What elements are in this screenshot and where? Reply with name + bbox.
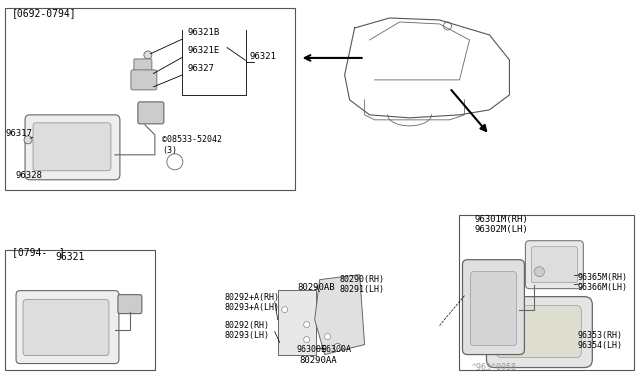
FancyBboxPatch shape: [138, 102, 164, 124]
FancyBboxPatch shape: [525, 241, 583, 289]
Text: 80290(RH): 80290(RH): [340, 275, 385, 284]
Text: [0692-0794]: [0692-0794]: [12, 8, 77, 18]
Circle shape: [324, 334, 331, 340]
Text: 96317: 96317: [5, 129, 32, 138]
Text: ^963^0058: ^963^0058: [472, 363, 516, 372]
Text: 96301M(RH): 96301M(RH): [474, 215, 528, 224]
FancyBboxPatch shape: [131, 70, 157, 90]
Circle shape: [144, 51, 152, 59]
Text: 96300E: 96300E: [297, 344, 326, 353]
Circle shape: [333, 344, 342, 352]
Text: 96354(LH): 96354(LH): [577, 341, 622, 350]
FancyBboxPatch shape: [25, 115, 120, 180]
Text: 80293(LH): 80293(LH): [225, 331, 270, 340]
Text: 80293+A(LH): 80293+A(LH): [225, 302, 280, 312]
Text: 96321E: 96321E: [188, 46, 220, 55]
FancyBboxPatch shape: [23, 299, 109, 356]
Text: 80290AB: 80290AB: [298, 283, 335, 292]
Text: 96365M(RH): 96365M(RH): [577, 273, 627, 282]
FancyBboxPatch shape: [33, 123, 111, 171]
FancyBboxPatch shape: [16, 291, 119, 363]
Text: 80292(RH): 80292(RH): [225, 321, 270, 330]
Text: 96321: 96321: [250, 52, 276, 61]
FancyBboxPatch shape: [5, 8, 294, 190]
Text: [0794-  ]: [0794- ]: [12, 247, 65, 257]
Circle shape: [444, 22, 451, 30]
Text: 96302M(LH): 96302M(LH): [474, 225, 528, 234]
Circle shape: [167, 154, 183, 170]
Text: 96366M(LH): 96366M(LH): [577, 283, 627, 292]
FancyBboxPatch shape: [486, 296, 593, 368]
Text: 96327: 96327: [188, 64, 214, 73]
Text: 80292+A(RH): 80292+A(RH): [225, 293, 280, 302]
Text: 96321B: 96321B: [188, 28, 220, 37]
FancyBboxPatch shape: [470, 272, 516, 346]
FancyBboxPatch shape: [5, 250, 155, 369]
Circle shape: [282, 307, 288, 312]
FancyBboxPatch shape: [531, 247, 577, 283]
FancyBboxPatch shape: [460, 215, 634, 369]
Text: ©08533-52042
(3): ©08533-52042 (3): [162, 135, 222, 155]
Text: 96353(RH): 96353(RH): [577, 331, 622, 340]
Text: 80290AA: 80290AA: [300, 356, 337, 365]
Circle shape: [304, 337, 310, 343]
Circle shape: [304, 322, 310, 328]
FancyBboxPatch shape: [134, 59, 152, 71]
Circle shape: [534, 267, 545, 277]
Text: 96328: 96328: [15, 171, 42, 180]
Circle shape: [24, 136, 32, 144]
Text: 80291(LH): 80291(LH): [340, 285, 385, 294]
Text: 96300A: 96300A: [322, 344, 351, 353]
Text: 96321: 96321: [55, 252, 84, 262]
FancyBboxPatch shape: [497, 306, 581, 357]
FancyBboxPatch shape: [278, 290, 316, 355]
FancyBboxPatch shape: [118, 295, 142, 314]
FancyBboxPatch shape: [463, 260, 524, 355]
Polygon shape: [315, 275, 365, 355]
